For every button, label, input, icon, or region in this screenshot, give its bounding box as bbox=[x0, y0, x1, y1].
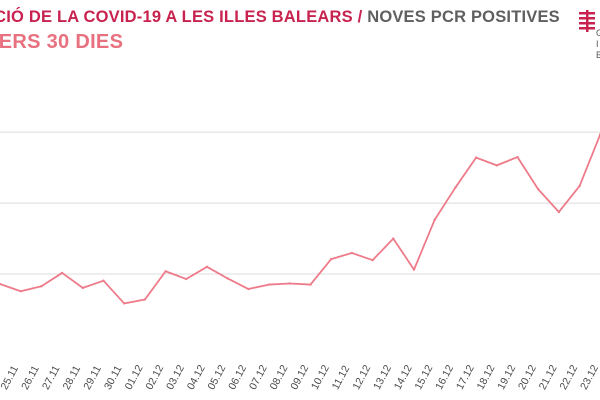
x-tick-label: 12.12 bbox=[350, 363, 373, 392]
data-point-11.12 bbox=[350, 251, 354, 255]
logo-text: G I B bbox=[596, 28, 600, 61]
x-tick-label: 27.11 bbox=[40, 364, 63, 392]
x-tick-label: 02.12 bbox=[143, 363, 166, 392]
data-point-27.11 bbox=[60, 271, 64, 275]
x-tick-label: 28.11 bbox=[61, 364, 84, 392]
data-point-26.11 bbox=[40, 285, 43, 288]
x-tick-label: 03.12 bbox=[164, 363, 187, 392]
x-tick-label: 15.12 bbox=[412, 363, 435, 392]
chart-title: UCIÓ DE LA COVID-19 A LES ILLES BALEARS … bbox=[0, 8, 560, 27]
x-tick-label: 06.12 bbox=[226, 363, 249, 392]
data-point-09.12 bbox=[309, 283, 312, 286]
data-point-21.12 bbox=[557, 210, 561, 214]
x-tick-label: 25.11 bbox=[0, 364, 21, 392]
x-tick-label: 09.12 bbox=[288, 363, 311, 392]
data-point-19.12 bbox=[516, 155, 519, 159]
x-tick-label: 29.11 bbox=[81, 364, 104, 392]
x-tick-label: 05.12 bbox=[205, 363, 228, 392]
series-line bbox=[0, 134, 600, 305]
chart-subtitle: RERS 30 DIES bbox=[0, 31, 124, 53]
x-tick-label: 20.12 bbox=[516, 363, 539, 392]
data-point-17.12 bbox=[474, 156, 478, 159]
x-tick-label: 01.12 bbox=[123, 363, 146, 392]
x-tick-label: 18.12 bbox=[475, 363, 498, 392]
data-point-01.12 bbox=[143, 298, 147, 301]
govern-logo-icon bbox=[579, 10, 595, 32]
data-point-13.12 bbox=[392, 237, 395, 240]
x-tick-label: 23.12 bbox=[578, 363, 600, 392]
x-tick-label: 04.12 bbox=[185, 363, 208, 392]
data-point-30.11 bbox=[123, 302, 126, 305]
data-point-08.12 bbox=[288, 282, 291, 285]
x-tick-label: 17.12 bbox=[454, 363, 477, 392]
x-tick-label: 11.12 bbox=[330, 364, 353, 392]
data-point-18.12 bbox=[495, 164, 498, 167]
chart-title-separator: / bbox=[352, 8, 368, 26]
data-point-04.12 bbox=[205, 265, 209, 269]
data-point-28.11 bbox=[81, 286, 85, 290]
x-tick-label: 10.12 bbox=[309, 363, 332, 392]
chart-header: UCIÓ DE LA COVID-19 A LES ILLES BALEARS … bbox=[0, 0, 600, 70]
data-point-25.11 bbox=[19, 290, 22, 293]
x-tick-label: 14.12 bbox=[392, 363, 415, 392]
data-point-16.12 bbox=[454, 186, 457, 189]
data-point-24.11 bbox=[0, 282, 2, 286]
chart-title-sub: NOVES PCR POSITIVES bbox=[367, 8, 560, 26]
logo-text-line-1: G bbox=[596, 28, 600, 38]
x-tick-label: 13.12 bbox=[371, 363, 394, 392]
data-point-06.12 bbox=[247, 287, 250, 291]
x-tick-label: 08.12 bbox=[268, 363, 291, 392]
x-tick-label: 22.12 bbox=[557, 363, 580, 392]
data-point-22.12 bbox=[578, 184, 581, 188]
data-point-12.12 bbox=[371, 258, 374, 262]
data-point-10.12 bbox=[330, 257, 333, 261]
data-point-05.12 bbox=[226, 277, 229, 280]
data-point-14.12 bbox=[412, 268, 416, 271]
x-tick-label: 16.12 bbox=[433, 363, 456, 392]
x-tick-label: 26.11 bbox=[19, 364, 42, 392]
x-tick-label: 19.12 bbox=[495, 363, 518, 392]
data-point-07.12 bbox=[267, 283, 271, 286]
data-point-03.12 bbox=[185, 277, 188, 281]
logo-text-line-3: B bbox=[596, 50, 600, 60]
chart-title-main: UCIÓ DE LA COVID-19 A LES ILLES BALEARS bbox=[0, 8, 353, 26]
data-point-15.12 bbox=[433, 218, 436, 221]
logo-text-line-2: I bbox=[596, 39, 599, 49]
x-tick-label: 21.12 bbox=[537, 363, 560, 392]
data-point-29.11 bbox=[102, 279, 105, 282]
logo-stem bbox=[586, 10, 589, 32]
data-point-02.12 bbox=[164, 270, 167, 273]
x-tick-label: 07.12 bbox=[247, 363, 270, 392]
data-point-20.12 bbox=[537, 188, 540, 191]
x-tick-label: 30.11 bbox=[102, 364, 125, 392]
